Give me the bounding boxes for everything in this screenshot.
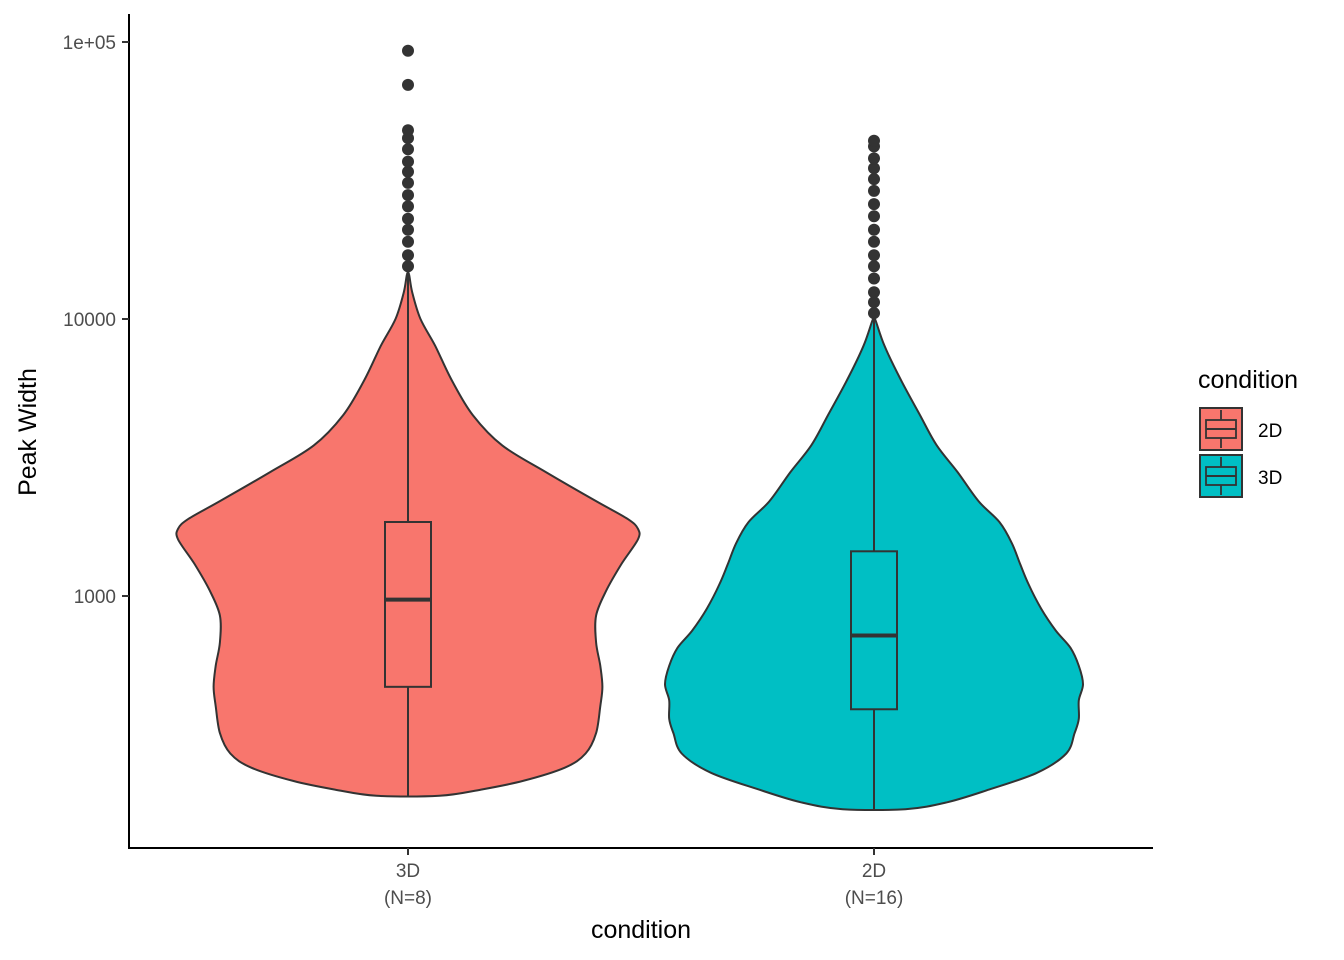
outlier-point bbox=[868, 162, 880, 175]
outlier-point bbox=[868, 235, 880, 248]
outlier-point bbox=[402, 249, 414, 262]
outlier-point bbox=[402, 124, 414, 137]
legend: condition 2D 3D bbox=[1198, 366, 1298, 498]
outlier-point bbox=[402, 260, 414, 273]
y-axis-title: Peak Width bbox=[14, 368, 42, 496]
x-tick-sublabel: (N=16) bbox=[845, 888, 904, 909]
violin-3D bbox=[175, 271, 641, 798]
y-tick-label: 10000 bbox=[63, 310, 116, 331]
outlier-point bbox=[402, 44, 414, 57]
legend-key-3D bbox=[1199, 454, 1243, 498]
outlier-point bbox=[402, 155, 414, 168]
outlier-point bbox=[868, 260, 880, 273]
outlier-point bbox=[868, 184, 880, 197]
outlier-point bbox=[868, 223, 880, 236]
outlier-point bbox=[402, 78, 414, 91]
outlier-point bbox=[868, 296, 880, 309]
outlier-point bbox=[402, 143, 414, 156]
outlier-point bbox=[868, 152, 880, 165]
x-axis-ticks: 3D (N=8) 2D (N=16) bbox=[384, 848, 903, 909]
outlier-point bbox=[402, 165, 414, 178]
outlier-point bbox=[402, 200, 414, 213]
y-tick-label: 1e+05 bbox=[63, 33, 116, 54]
legend-key-2D bbox=[1199, 407, 1243, 451]
outlier-point bbox=[402, 189, 414, 202]
outlier-point bbox=[402, 223, 414, 236]
box-3D bbox=[384, 520, 432, 688]
y-tick-label: 1000 bbox=[74, 587, 116, 608]
outlier-point bbox=[868, 272, 880, 285]
outlier-point bbox=[402, 235, 414, 248]
x-tick-label: 3D bbox=[396, 861, 420, 882]
box-2D bbox=[850, 550, 898, 711]
outlier-point bbox=[868, 173, 880, 186]
legend-title: condition bbox=[1198, 366, 1298, 394]
outlier-point bbox=[868, 286, 880, 299]
violin-layer bbox=[175, 271, 1085, 812]
outlier-point bbox=[402, 176, 414, 189]
x-axis-title: condition bbox=[591, 916, 691, 944]
outlier-point bbox=[868, 307, 880, 320]
outlier-layer bbox=[402, 44, 880, 320]
y-axis-ticks: 1000 10000 1e+05 bbox=[63, 33, 129, 608]
outlier-point bbox=[868, 134, 880, 147]
boxplot-layer bbox=[384, 274, 898, 810]
x-tick-sublabel: (N=8) bbox=[384, 888, 432, 909]
outlier-point bbox=[402, 212, 414, 225]
legend-label-2D: 2D bbox=[1258, 421, 1282, 442]
legend-label-3D: 3D bbox=[1258, 468, 1282, 489]
outlier-point bbox=[868, 210, 880, 223]
outlier-point bbox=[868, 249, 880, 262]
outlier-point bbox=[868, 198, 880, 211]
x-tick-label: 2D bbox=[862, 861, 886, 882]
